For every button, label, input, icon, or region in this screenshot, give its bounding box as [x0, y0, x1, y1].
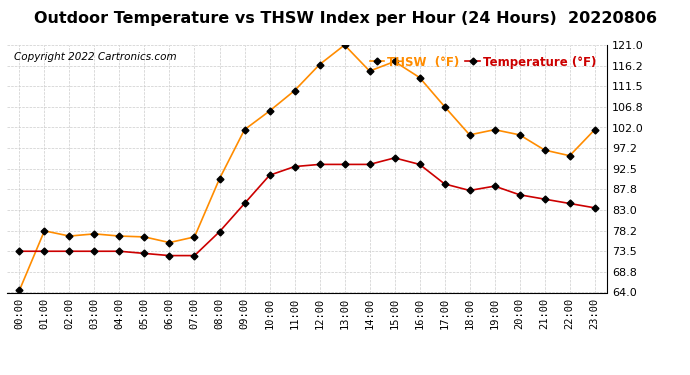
Temperature (°F) [491, 184, 499, 188]
Temperature (°F) [266, 173, 274, 177]
Text: Copyright 2022 Cartronics.com: Copyright 2022 Cartronics.com [14, 53, 177, 63]
THSW  (°F) [440, 104, 449, 109]
THSW  (°F) [90, 232, 99, 236]
THSW  (°F) [15, 288, 23, 292]
THSW  (°F) [115, 234, 124, 238]
THSW  (°F) [591, 128, 599, 132]
Temperature (°F) [366, 162, 374, 166]
Line: THSW  (°F): THSW (°F) [17, 43, 597, 293]
THSW  (°F) [415, 75, 424, 80]
Temperature (°F) [90, 249, 99, 254]
THSW  (°F) [566, 153, 574, 158]
Temperature (°F) [115, 249, 124, 254]
Temperature (°F) [540, 197, 549, 201]
Line: Temperature (°F): Temperature (°F) [17, 156, 597, 258]
Legend: THSW  (°F), Temperature (°F): THSW (°F), Temperature (°F) [365, 51, 601, 74]
THSW  (°F) [266, 109, 274, 113]
Temperature (°F) [215, 230, 224, 234]
THSW  (°F) [391, 59, 399, 64]
Temperature (°F) [440, 182, 449, 186]
Temperature (°F) [591, 206, 599, 210]
THSW  (°F) [166, 240, 174, 245]
Temperature (°F) [66, 249, 74, 254]
Temperature (°F) [340, 162, 348, 166]
THSW  (°F) [190, 235, 199, 239]
Temperature (°F) [290, 164, 299, 169]
THSW  (°F) [290, 88, 299, 93]
Temperature (°F) [515, 192, 524, 197]
THSW  (°F) [66, 234, 74, 238]
THSW  (°F) [515, 133, 524, 137]
Temperature (°F) [40, 249, 48, 254]
THSW  (°F) [140, 235, 148, 239]
Temperature (°F) [190, 254, 199, 258]
Temperature (°F) [415, 162, 424, 166]
Temperature (°F) [166, 254, 174, 258]
Temperature (°F) [240, 201, 248, 206]
THSW  (°F) [340, 43, 348, 47]
THSW  (°F) [466, 133, 474, 137]
Temperature (°F) [466, 188, 474, 193]
Temperature (°F) [140, 251, 148, 256]
THSW  (°F) [315, 62, 324, 67]
Temperature (°F) [566, 201, 574, 206]
THSW  (°F) [240, 128, 248, 132]
THSW  (°F) [491, 128, 499, 132]
Temperature (°F) [391, 156, 399, 160]
Text: Outdoor Temperature vs THSW Index per Hour (24 Hours)  20220806: Outdoor Temperature vs THSW Index per Ho… [34, 11, 656, 26]
Temperature (°F) [15, 249, 23, 254]
THSW  (°F) [40, 229, 48, 233]
THSW  (°F) [366, 69, 374, 73]
THSW  (°F) [215, 177, 224, 181]
Temperature (°F) [315, 162, 324, 166]
THSW  (°F) [540, 148, 549, 152]
